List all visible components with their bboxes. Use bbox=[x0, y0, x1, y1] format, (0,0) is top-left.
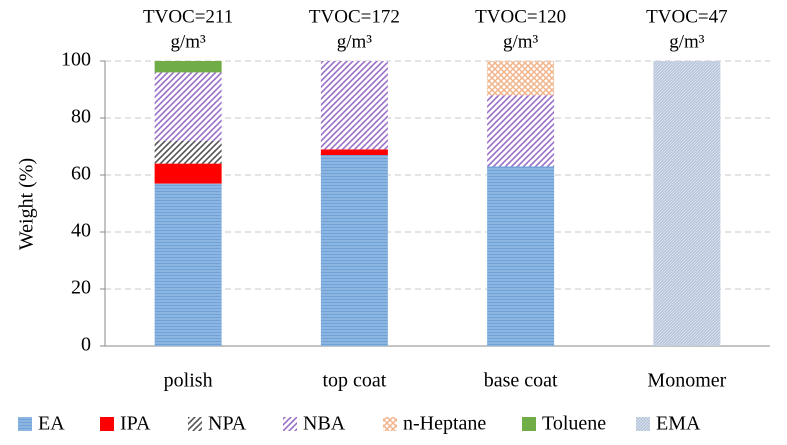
bar-segment bbox=[487, 166, 555, 346]
annotation: g/m³ bbox=[669, 31, 705, 52]
y-tick-label: 40 bbox=[71, 220, 91, 242]
bar-segment bbox=[320, 61, 388, 150]
x-tick-label: Monomer bbox=[647, 370, 726, 392]
bar-segment bbox=[487, 95, 555, 167]
y-tick-label: 80 bbox=[71, 106, 91, 128]
legend-label: NPA bbox=[208, 413, 247, 435]
legend-swatch bbox=[522, 417, 536, 431]
bar-segment bbox=[154, 140, 222, 164]
y-tick-label: 20 bbox=[71, 277, 91, 299]
y-tick-label: 60 bbox=[71, 163, 91, 185]
annotation: TVOC=211 bbox=[143, 6, 233, 27]
y-axis-label: Weight (%) bbox=[16, 158, 38, 250]
annotation: TVOC=47 bbox=[646, 6, 727, 27]
bar-segment bbox=[154, 163, 222, 184]
bar-segment bbox=[653, 61, 721, 346]
x-tick-label: top coat bbox=[322, 370, 386, 392]
legend-swatch bbox=[636, 417, 650, 431]
x-tick-label: polish bbox=[164, 370, 213, 392]
legend-swatch bbox=[100, 417, 114, 431]
bar-segment bbox=[154, 72, 222, 141]
annotation: g/m³ bbox=[170, 31, 206, 52]
legend-swatch bbox=[283, 417, 297, 431]
legend-label: NBA bbox=[303, 413, 346, 435]
bar-segment bbox=[487, 61, 555, 96]
legend-label: Toluene bbox=[542, 413, 606, 435]
annotation: g/m³ bbox=[503, 31, 539, 52]
annotation: TVOC=120 bbox=[475, 6, 566, 27]
legend-swatch bbox=[18, 417, 32, 431]
y-tick-label: 0 bbox=[81, 334, 91, 356]
legend-swatch bbox=[188, 417, 202, 431]
legend-label: IPA bbox=[120, 413, 151, 435]
annotation: TVOC=172 bbox=[309, 6, 400, 27]
bar-segment bbox=[154, 183, 222, 346]
legend-label: EA bbox=[38, 413, 65, 435]
y-tick-label: 100 bbox=[61, 49, 91, 71]
bar-segment bbox=[320, 149, 388, 156]
bar-segment bbox=[154, 61, 222, 73]
bar-segment bbox=[320, 155, 388, 346]
annotation: g/m³ bbox=[337, 31, 373, 52]
legend-label: EMA bbox=[656, 413, 701, 435]
x-tick-label: base coat bbox=[484, 370, 558, 392]
legend-swatch bbox=[383, 417, 397, 431]
legend-label: n-Heptane bbox=[403, 413, 486, 435]
